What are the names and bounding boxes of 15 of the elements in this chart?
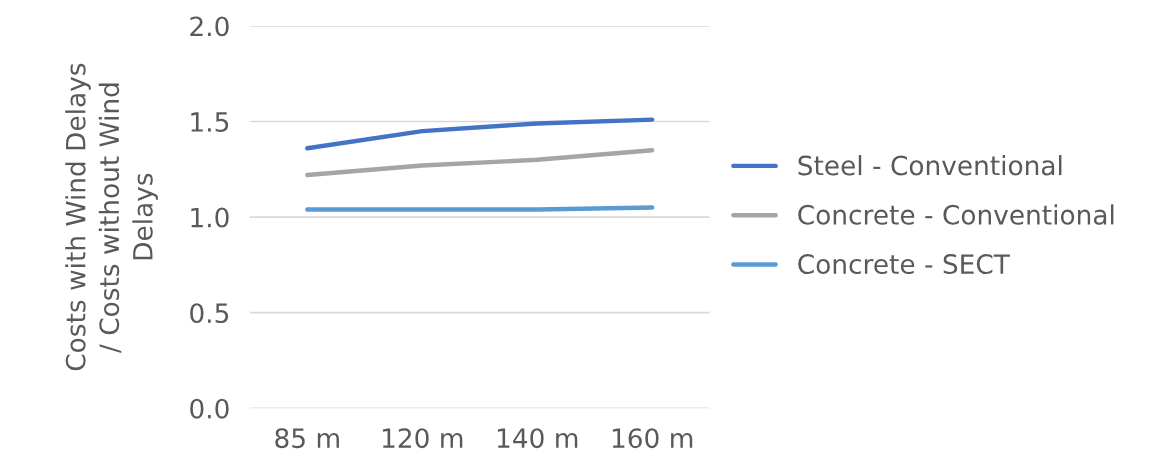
line-series bbox=[305, 147, 655, 178]
legend-label: Concrete - SECT bbox=[798, 254, 1010, 275]
x-tick-label: 160 m bbox=[612, 428, 693, 449]
y-tick-label: 2.0 bbox=[190, 16, 229, 37]
y-axis-title: Costs with Wind Delays / Costs without Wind Delays bbox=[65, 63, 158, 371]
x-tick-label: 85 m bbox=[275, 428, 339, 449]
y-tick-label: 0.0 bbox=[190, 398, 229, 419]
line-series bbox=[305, 117, 655, 151]
legend-label: Steel - Conventional bbox=[798, 155, 1062, 176]
y-tick-label: 1.0 bbox=[191, 207, 229, 228]
y-tick-label: 1.5 bbox=[191, 112, 229, 132]
legend-label: Concrete - Conventional bbox=[798, 204, 1114, 225]
y-tick-label: 0.5 bbox=[190, 303, 229, 324]
x-tick-label: 140 m bbox=[497, 428, 578, 449]
x-tick-label: 120 m bbox=[382, 428, 463, 449]
